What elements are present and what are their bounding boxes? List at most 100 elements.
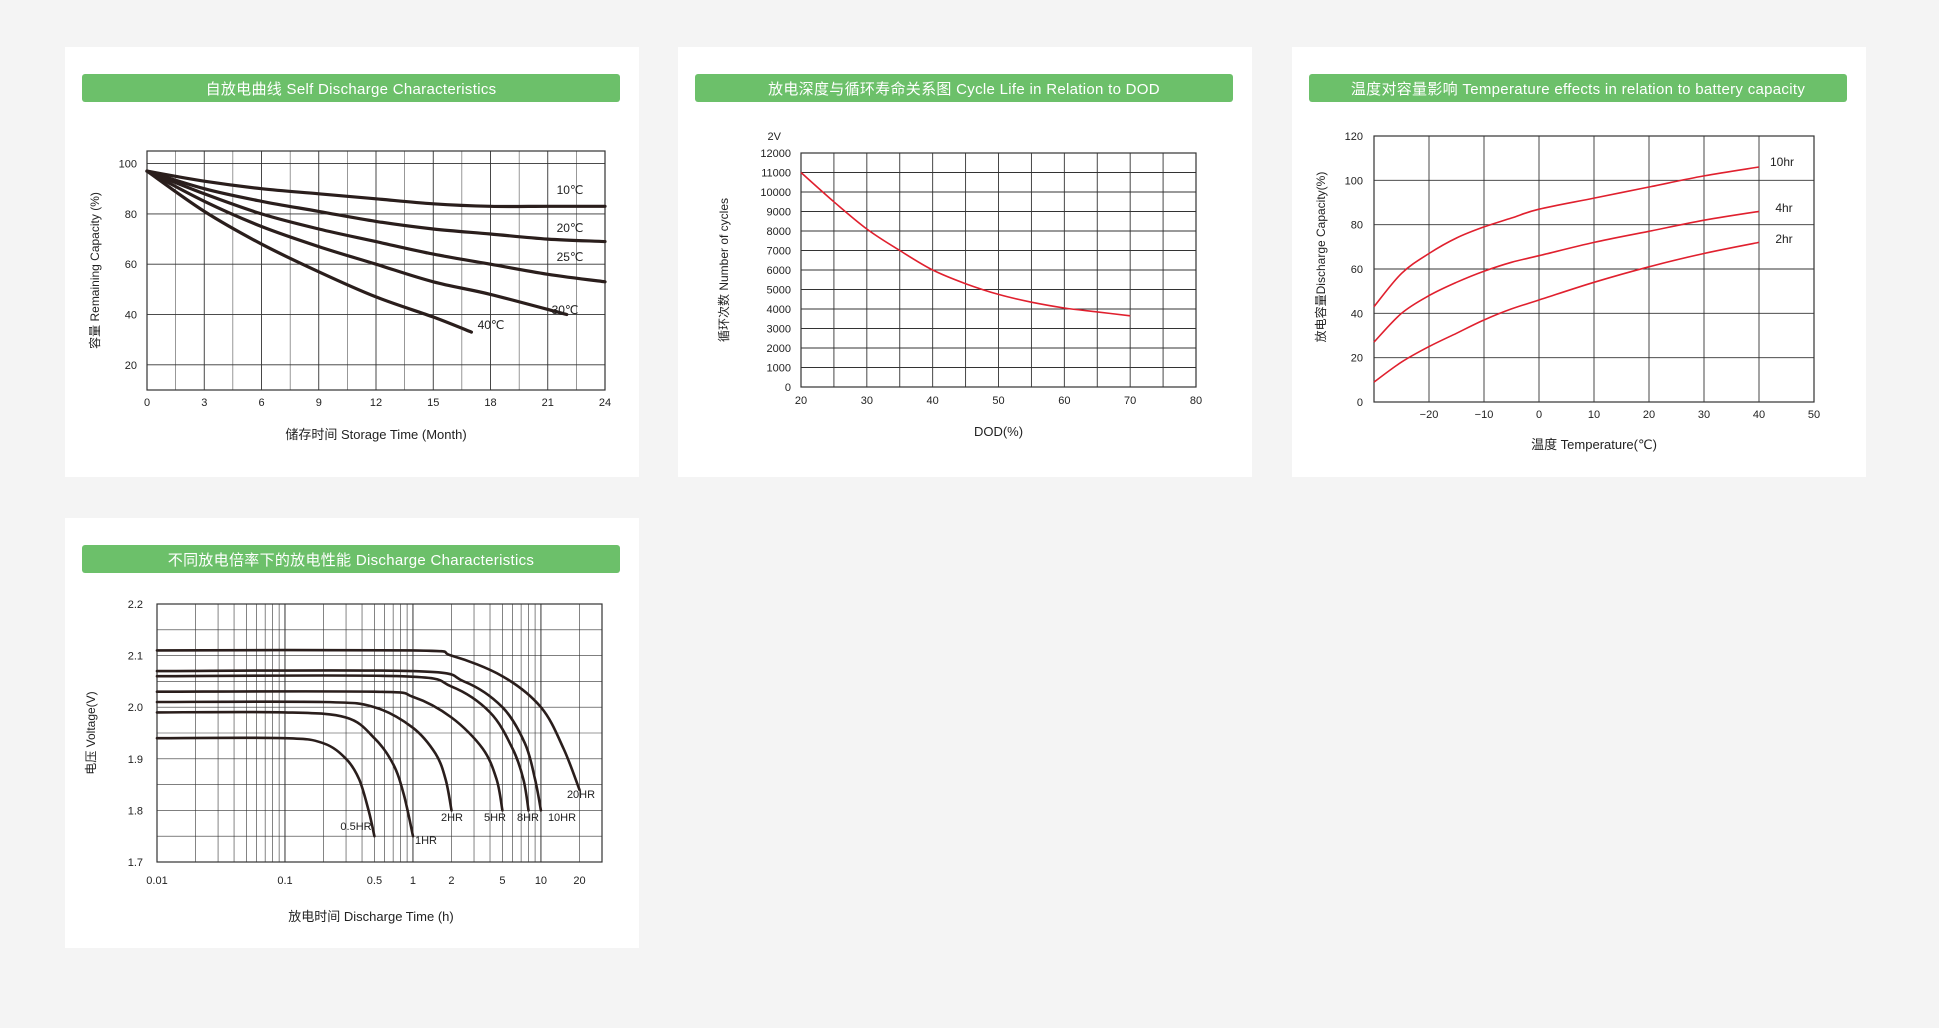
x-tick-label: 20 [795, 395, 807, 407]
x-tick-label: 0.01 [146, 875, 167, 887]
series-line [155, 710, 415, 838]
series-line [1373, 166, 1760, 308]
x-tick-label: 21 [542, 397, 554, 409]
y-tick-label: 8000 [767, 226, 791, 238]
chart-title: 不同放电倍率下的放电性能 Discharge Characteristics [82, 545, 620, 573]
chart-card-discharge: 不同放电倍率下的放电性能 Discharge Characteristics 0… [65, 518, 639, 948]
cycle-life-chart: 20 30 40 50 60 70 80 0 1000 2000 3000 4000 5000 6000 7… [716, 131, 1202, 439]
discharge-chart: 0.01 0.1 0.5 1 2 5 10 20 1.7 1.8 1.9 2.0 2.1 2.2 放电时间 … [84, 599, 603, 924]
series-label: 8HR [517, 812, 539, 824]
series-line [155, 648, 581, 792]
x-tick-label: 20 [1643, 409, 1655, 421]
series-label: 2hr [1775, 232, 1792, 246]
y-tick-label: 20 [125, 360, 137, 372]
series-label: 10hr [1770, 155, 1794, 169]
chart-card-self-discharge: 自放电曲线 Self Discharge Characteristics 0 3 6… [65, 47, 639, 477]
y-tick-label: 100 [119, 159, 137, 171]
series-line [1373, 241, 1760, 383]
series-line [155, 669, 543, 812]
y-tick-label: 11000 [761, 168, 791, 180]
y-tick-label: 1.8 [128, 805, 143, 817]
x-tick-label: 15 [427, 397, 439, 409]
series-label: 20HR [567, 789, 595, 801]
x-tick-label: −20 [1420, 409, 1439, 421]
series-line [155, 674, 530, 812]
y-tick-label: 5000 [767, 285, 791, 297]
series-label: 0.5HR [340, 821, 371, 833]
x-tick-label: 40 [927, 395, 939, 407]
x-tick-label: 9 [316, 397, 322, 409]
series-line [155, 736, 376, 838]
y-tick-label: 3000 [767, 324, 791, 336]
x-tick-label: 2 [448, 875, 454, 887]
x-axis-label: 温度 Temperature(℃) [1531, 437, 1657, 452]
x-tick-label: 18 [484, 397, 496, 409]
series-line [155, 700, 453, 812]
chart-title: 温度对容量影响 Temperature effects in relation … [1309, 74, 1847, 102]
series-label: 20℃ [557, 221, 584, 235]
x-tick-label: 70 [1124, 395, 1136, 407]
y-tick-label: 6000 [767, 265, 791, 277]
y-tick-label: 80 [1351, 220, 1363, 232]
x-axis-label: DOD(%) [974, 424, 1023, 439]
y-tick-label: 20 [1351, 353, 1363, 365]
series-line [145, 169, 607, 209]
y-tick-label: 80 [125, 209, 137, 221]
x-axis-label: 放电时间 Discharge Time (h) [288, 909, 453, 924]
y-tick-label: 40 [125, 310, 137, 322]
y-tick-label: 0 [785, 382, 791, 394]
y-tick-label: 1.7 [128, 857, 143, 869]
x-tick-label: 5 [499, 875, 505, 887]
series-line [145, 169, 569, 317]
y-tick-label: 10000 [760, 187, 791, 199]
x-tick-label: 0 [1536, 409, 1542, 421]
y-tick-label: 100 [1345, 175, 1363, 187]
x-tick-label: −10 [1475, 409, 1494, 421]
y-tick-label: 0 [1357, 397, 1363, 409]
series-label: 5HR [484, 812, 506, 824]
x-tick-label: 1 [410, 875, 416, 887]
series-line [145, 169, 607, 284]
y-tick-label: 120 [1345, 131, 1363, 143]
x-tick-label: 20 [573, 875, 585, 887]
x-tick-label: 0.1 [277, 875, 292, 887]
plot-frame [146, 150, 606, 391]
x-tick-label: 80 [1190, 395, 1202, 407]
y-tick-label: 4000 [767, 304, 791, 316]
series-line [800, 171, 1131, 317]
y-tick-label: 60 [1351, 264, 1363, 276]
x-tick-label: 30 [861, 395, 873, 407]
series-label: 40℃ [478, 318, 505, 332]
temperature-chart: −20 −10 0 10 20 30 40 50 0 20 40 60 80 100 120 温度 Tempe… [1313, 131, 1820, 452]
series-label: 25℃ [557, 250, 584, 264]
series-line [1373, 210, 1760, 343]
x-tick-label: 24 [599, 397, 611, 409]
x-tick-label: 60 [1058, 395, 1070, 407]
x-tick-label: 50 [992, 395, 1004, 407]
series-line [145, 169, 607, 244]
series-line [145, 169, 473, 334]
x-tick-label: 0.5 [367, 875, 382, 887]
series-label: 10℃ [557, 183, 584, 197]
y-tick-label: 9000 [767, 207, 791, 219]
series-line [155, 690, 504, 812]
series-label: 2HR [441, 812, 463, 824]
y-tick-label: 12000 [760, 148, 791, 160]
plot-frame [156, 603, 603, 863]
y-tick-label: 40 [1351, 308, 1363, 320]
x-tick-label: 6 [258, 397, 264, 409]
x-tick-label: 0 [144, 397, 150, 409]
x-tick-label: 10 [535, 875, 547, 887]
chart-card-cycle-life: 放电深度与循环寿命关系图 Cycle Life in Relation to D… [678, 47, 1252, 477]
x-tick-label: 12 [370, 397, 382, 409]
series-label: 30℃ [552, 303, 579, 317]
y-axis-label: 循环次数 Number of cycles [716, 198, 731, 342]
series-label: 10HR [548, 812, 576, 824]
x-axis-label: 储存时间 Storage Time (Month) [285, 427, 466, 442]
y-axis-label: 放电容量Discharge Capacity(%) [1313, 172, 1328, 343]
y-tick-label: 1000 [767, 363, 791, 375]
x-tick-label: 10 [1588, 409, 1600, 421]
x-tick-label: 30 [1698, 409, 1710, 421]
y-tick-label: 2000 [767, 343, 791, 355]
y-tick-label: 2.1 [128, 651, 143, 663]
